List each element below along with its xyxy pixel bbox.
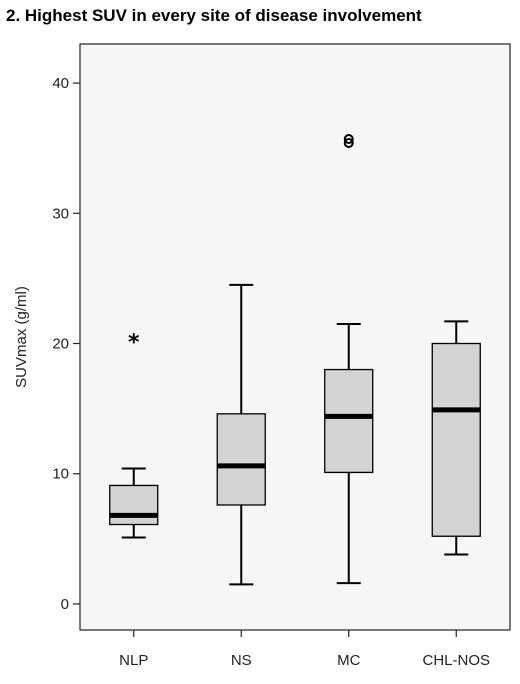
y-tick-label-10: 10: [52, 466, 69, 483]
x-tick-label-nlp: NLP: [119, 652, 148, 669]
x-tick-label-mc: MC: [337, 652, 360, 669]
y-axis-label: SUVmax (g/ml): [13, 286, 30, 388]
chart-title: 2. Highest SUV in every site of disease …: [6, 6, 422, 25]
iqr-box-ns: [216, 413, 266, 506]
y-axis: 0 10 20 30 40: [52, 75, 80, 613]
outlier-mc-0: [343, 137, 354, 148]
box-mc: [324, 134, 374, 585]
iqr-box-chl-nos: [431, 342, 481, 537]
boxes-group: *: [109, 134, 481, 586]
outlier-mc-1: [343, 134, 354, 145]
x-tick-label-ns: NS: [231, 652, 252, 669]
iqr-box-nlp: [109, 484, 159, 526]
plot-area: [79, 43, 511, 631]
iqr-box-mc: [324, 368, 374, 474]
box-ns: [216, 283, 266, 586]
y-tick-label-20: 20: [52, 336, 69, 353]
y-tick-label-0: 0: [61, 596, 69, 613]
x-tick-label-chl-nos: CHL-NOS: [422, 652, 490, 669]
extreme-nlp-0: *: [128, 331, 140, 356]
box-nlp: *: [109, 331, 159, 539]
x-axis: NLP NS MC CHL-NOS: [119, 630, 490, 669]
y-tick-label-30: 30: [52, 205, 69, 222]
y-tick-label-40: 40: [52, 75, 69, 92]
box-chl-nos: [431, 320, 481, 556]
